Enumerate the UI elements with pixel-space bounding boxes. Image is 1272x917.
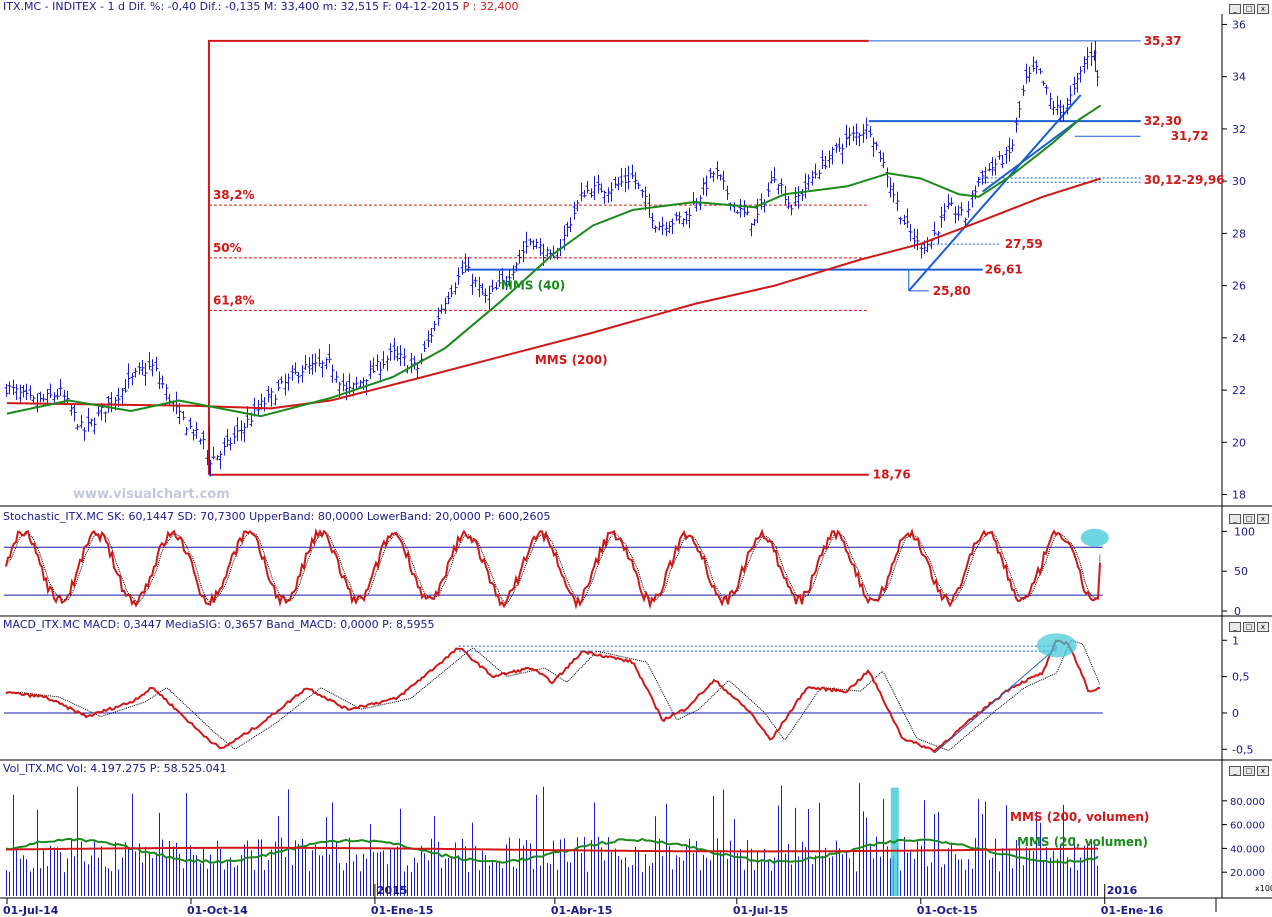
date-tick-label: 01-Oct-14: [187, 904, 248, 917]
macd-trendline: [934, 647, 1058, 754]
vol-maximize-button[interactable]: □: [1243, 766, 1255, 776]
trendline-support: [908, 94, 1082, 292]
level-label: 32,30: [1144, 114, 1182, 128]
macd-close-button[interactable]: x: [1257, 622, 1269, 632]
vol-mms20-label: MMS (20, volumen): [1017, 835, 1148, 849]
macd-y-tick-label: 1: [1232, 634, 1239, 647]
stoch-y-tick-label: 50: [1234, 565, 1248, 578]
stoch-y-tick-label: 0: [1234, 605, 1241, 618]
date-tick-label: 01-Ene-15: [371, 904, 434, 917]
vol-y-tick-label: 80.000: [1230, 797, 1265, 808]
stoch-close-button[interactable]: x: [1257, 514, 1269, 524]
date-tick-label: 01-Jul-14: [3, 904, 59, 917]
stoch-window-buttons: _ □ x: [1229, 514, 1269, 524]
level-label: 30,12-29,96: [1144, 173, 1225, 187]
vol-window-buttons: _ □ x: [1229, 766, 1269, 776]
price-header-stats: Dif. %: -0,40 Dif.: -0,135 M: 33,400 m: …: [128, 0, 460, 13]
fib-level-label: 50%: [213, 241, 242, 255]
date-tick-label: 01-Abr-15: [551, 904, 613, 917]
year-label: 2016: [1107, 884, 1138, 897]
price-y-tick-label: 18: [1232, 489, 1246, 502]
macd-maximize-button[interactable]: □: [1243, 622, 1255, 632]
date-tick-label: 01-Ene-16: [1101, 904, 1164, 917]
level-label: 25,80: [933, 284, 971, 298]
volume-bars: [6, 783, 1098, 896]
price-y-tick-label: 30: [1232, 175, 1246, 188]
price-y-tick-label: 36: [1232, 18, 1246, 31]
date-tick-label: 01-Jul-15: [733, 904, 788, 917]
year-label: 2015: [377, 884, 408, 897]
close-button[interactable]: x: [1257, 4, 1269, 14]
stoch-header: Stochastic_ITX.MC SK: 60,1447 SD: 70,730…: [3, 510, 551, 523]
vol-y-tick-label: 20.000: [1230, 868, 1265, 879]
stoch-minimize-button[interactable]: _: [1229, 514, 1241, 524]
price-header-title: ITX.MC - INDITEX - 1 d: [3, 0, 125, 13]
maximize-button[interactable]: □: [1243, 4, 1255, 14]
stoch-sd-line: [5, 531, 1101, 605]
stoch-y-tick-label: 100: [1234, 525, 1255, 538]
price-y-tick-label: 24: [1232, 332, 1246, 345]
vol-header: Vol_ITX.MC Vol: 4.197.275 P: 58.525.041: [3, 762, 227, 775]
mms200-label: MMS (200): [535, 353, 608, 367]
fib-level-label: 61,8%: [213, 293, 255, 307]
macd-line: [5, 639, 1101, 754]
price-y-tick-label: 20: [1232, 436, 1246, 449]
stoch-sk-line: [5, 527, 1101, 610]
macd-signal-line: [6, 640, 1101, 751]
vol-minimize-button[interactable]: _: [1229, 766, 1241, 776]
fib-frame: [207, 39, 869, 475]
price-y-tick-label: 34: [1232, 71, 1246, 84]
level-label: 31,72: [1171, 129, 1209, 143]
macd-y-tick-label: -0,5: [1232, 743, 1253, 756]
mms40-label: MMS (40): [501, 279, 565, 293]
macd-y-tick-label: 0: [1232, 707, 1239, 720]
mms40-line: [6, 104, 1102, 418]
price-y-tick-label: 32: [1232, 123, 1246, 136]
vol-unit-label: x100: [1255, 884, 1272, 893]
macd-minimize-button[interactable]: _: [1229, 622, 1241, 632]
macd-y-tick-label: 0,5: [1232, 671, 1250, 684]
macd-header: MACD_ITX.MC MACD: 0,3447 MediaSIG: 0,365…: [3, 618, 435, 631]
watermark: www.visualchart.com: [73, 487, 230, 502]
macd-window-buttons: _ □ x: [1229, 622, 1269, 632]
stoch-highlight: [1080, 528, 1109, 547]
vol-y-tick-label: 60.000: [1230, 821, 1265, 832]
stoch-maximize-button[interactable]: □: [1243, 514, 1255, 524]
vol-mms200-label: MMS (200, volumen): [1010, 810, 1149, 824]
level-label: 18,76: [873, 468, 911, 482]
vol-mms200-line: [6, 846, 1099, 853]
date-tick-label: 01-Oct-15: [917, 904, 978, 917]
macd-highlight: [1036, 633, 1077, 658]
vol-y-tick-label: 40.000: [1230, 844, 1265, 855]
trendline-support-2: [982, 117, 1082, 193]
price-y-tick-label: 28: [1232, 227, 1246, 240]
price-y-tick-label: 22: [1232, 384, 1246, 397]
price-window-buttons: _ □ x: [1229, 4, 1269, 14]
minimize-button[interactable]: _: [1229, 4, 1241, 14]
price-header-p: P : 32,400: [462, 0, 519, 13]
price-y-tick-label: 26: [1232, 280, 1246, 293]
level-label: 26,61: [985, 263, 1023, 277]
mms200-line: [6, 177, 1102, 410]
level-label: 27,59: [1005, 237, 1043, 251]
level-label: 35,37: [1144, 34, 1182, 48]
fib-level-label: 38,2%: [213, 188, 255, 202]
vol-close-button[interactable]: x: [1257, 766, 1269, 776]
vol-mms20-line: [5, 837, 1099, 865]
price-header: ITX.MC - INDITEX - 1 d Dif. %: -0,40 Dif…: [3, 0, 518, 13]
